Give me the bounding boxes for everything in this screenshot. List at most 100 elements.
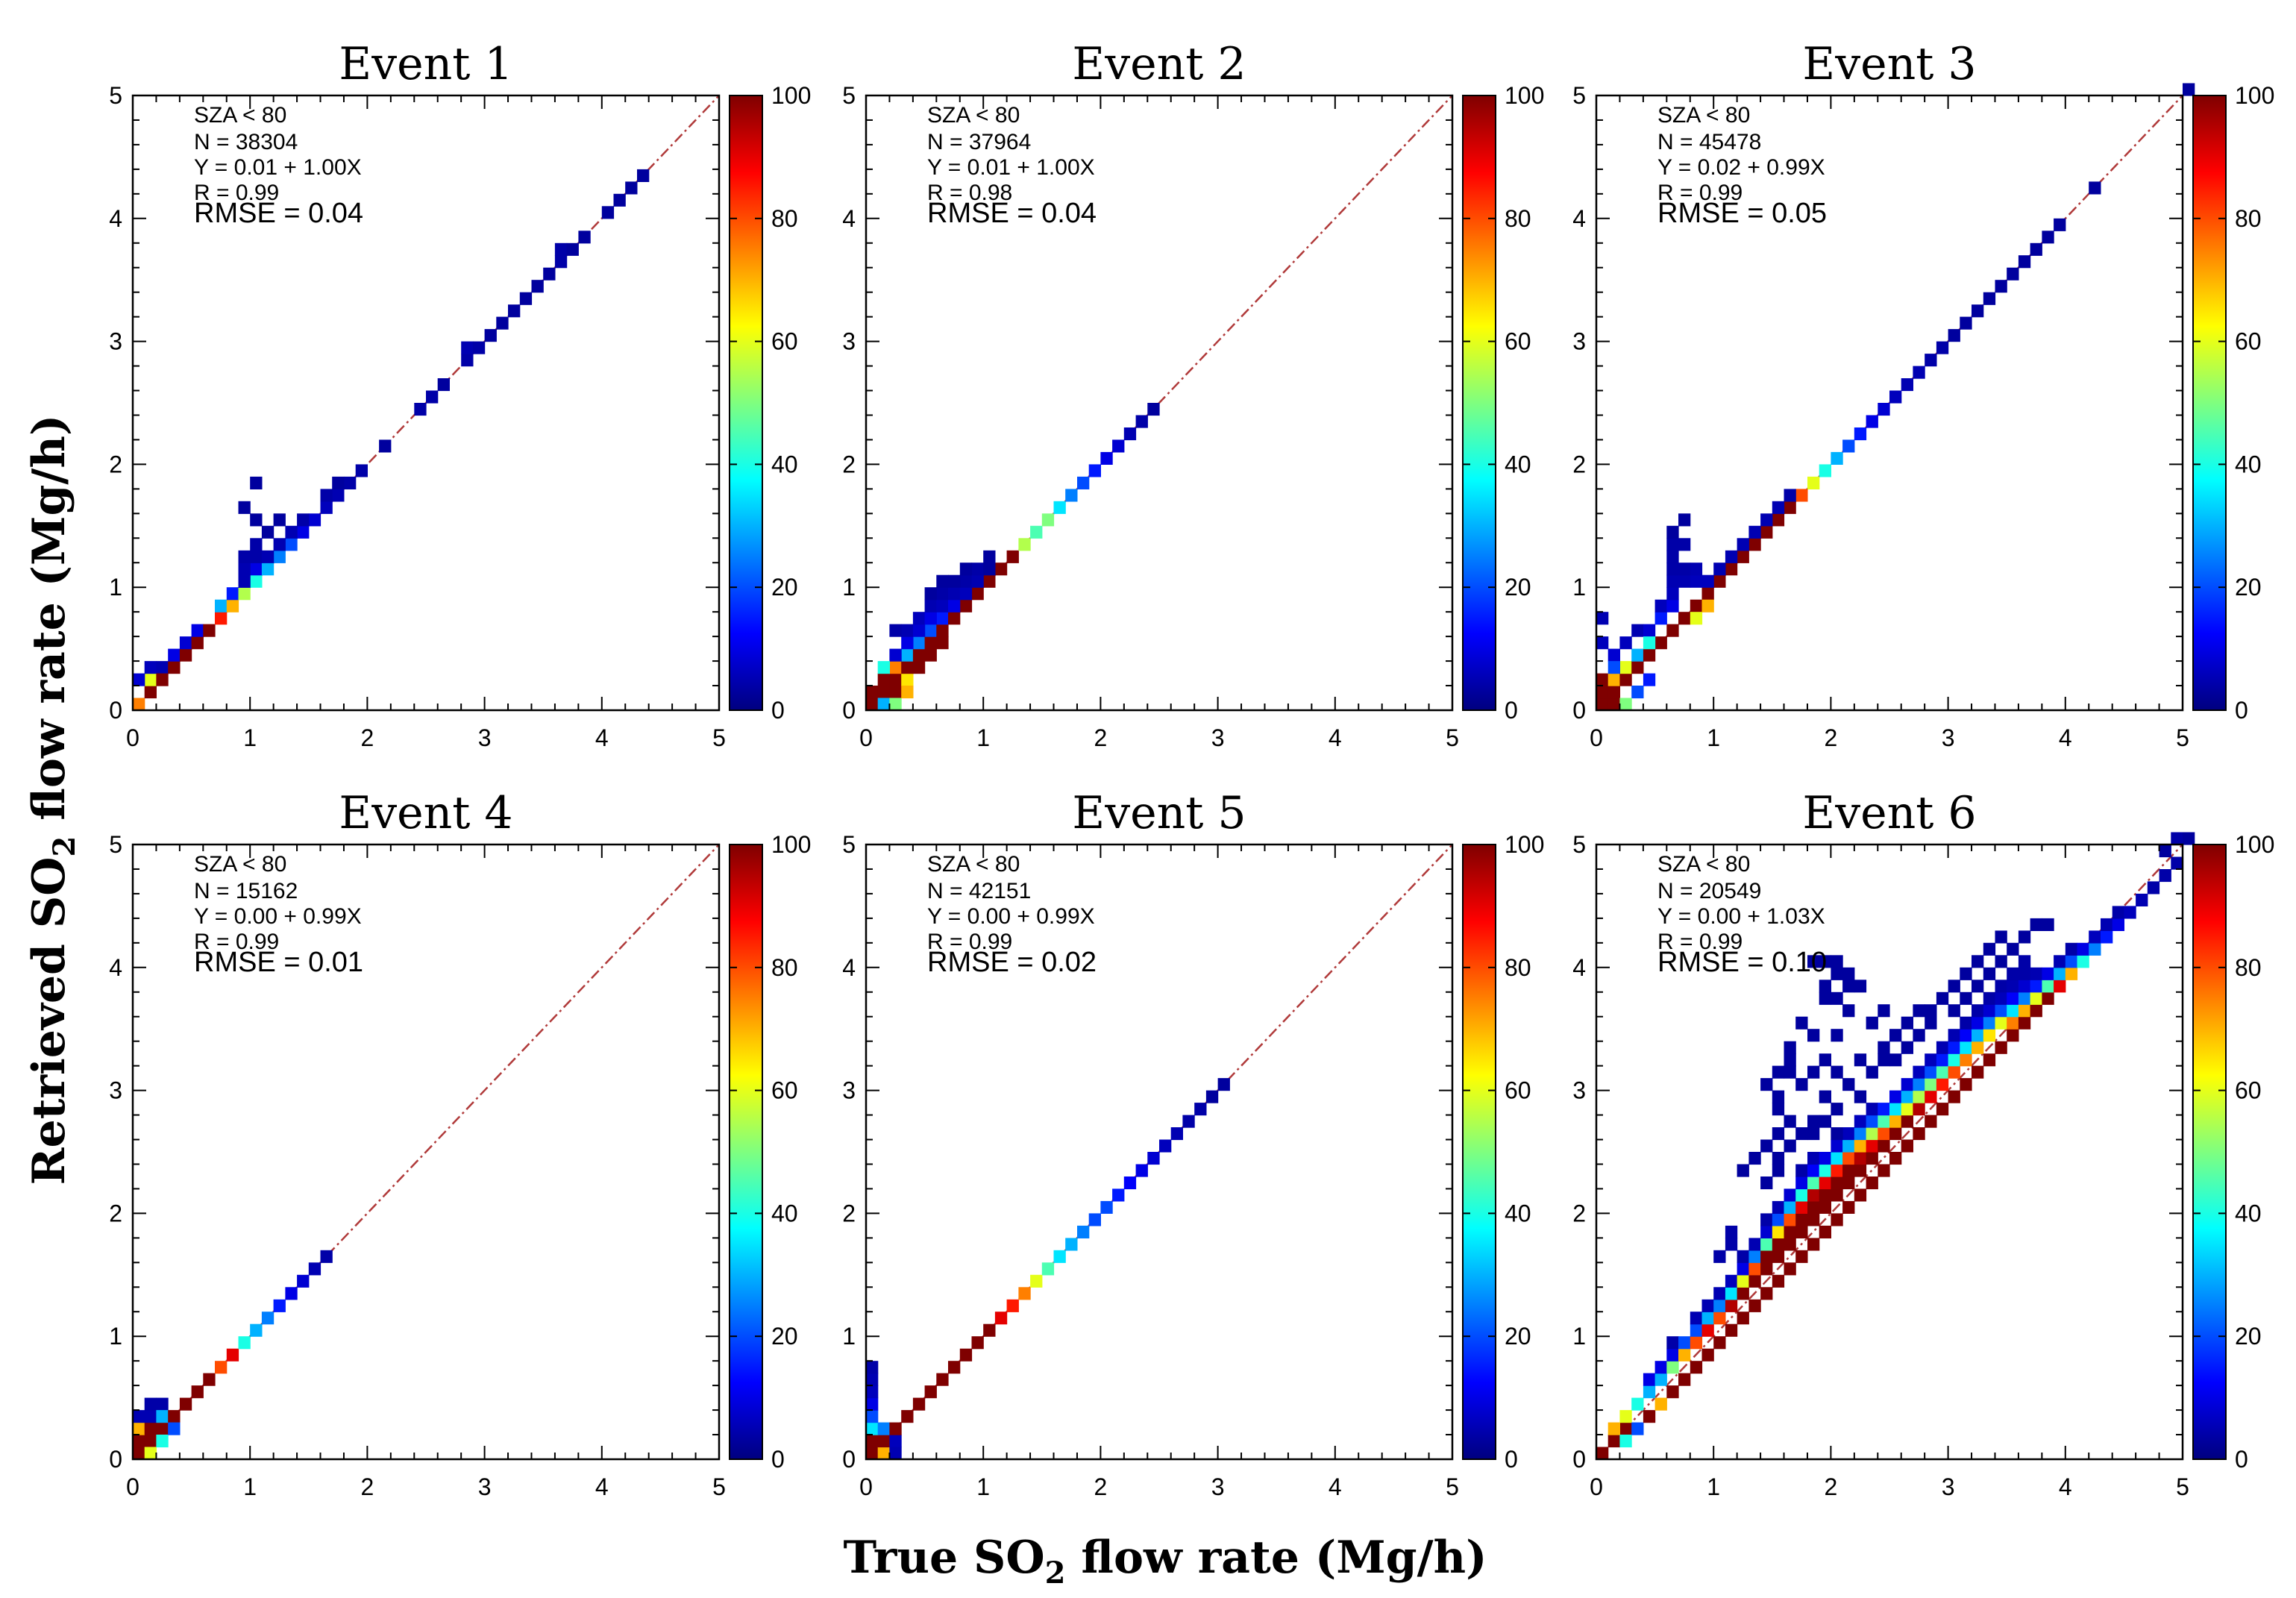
heatmap-cell: [889, 686, 902, 699]
heatmap-cell: [1854, 1115, 1867, 1128]
heatmap-cell: [601, 206, 615, 219]
heatmap-cell: [379, 439, 392, 453]
heatmap-cell: [971, 1336, 984, 1350]
heatmap-cell: [1784, 1139, 1796, 1153]
heatmap-cell: [959, 587, 973, 601]
heatmap-cell: [519, 292, 533, 305]
x-tick-label: 1: [243, 1473, 257, 1500]
heatmap-cell: [1713, 1287, 1726, 1300]
heatmap-cell: [889, 661, 902, 674]
heatmap-cell: [250, 538, 263, 551]
heatmap-cell: [1701, 587, 1714, 601]
heatmap-cell: [613, 193, 626, 207]
heatmap-cell: [1772, 501, 1785, 514]
heatmap-cell: [1018, 538, 1031, 551]
heatmap-cell: [866, 1373, 879, 1386]
heatmap-cell: [1995, 991, 2007, 1005]
y-axis-label-sub: 2: [47, 836, 82, 857]
heatmap-cell: [1596, 612, 1609, 625]
heatmap-cell: [1960, 991, 1972, 1005]
heatmap-cell: [2054, 967, 2066, 980]
heatmap-cell: [1690, 1312, 1703, 1325]
heatmap-cell: [250, 513, 263, 527]
heatmap-cell: [1889, 1029, 1902, 1042]
heatmap-cell: [1807, 476, 1820, 489]
heatmap-cell: [156, 661, 169, 674]
heatmap-cell: [1619, 698, 1632, 711]
heatmap-cell: [1960, 316, 1972, 330]
heatmap-cell: [1831, 1188, 1843, 1202]
heatmap-cell: [1972, 1016, 1984, 1030]
heatmap-cell: [1925, 1016, 1937, 1030]
heatmap-cell: [1913, 1078, 1925, 1091]
heatmap-cell: [1842, 1200, 1855, 1214]
x-tick-label: 0: [126, 1473, 139, 1500]
heatmap-cell: [1889, 1053, 1902, 1067]
colorbar-tick-label: 80: [2235, 954, 2262, 981]
heatmap-cell: [1807, 1200, 1820, 1214]
heatmap-cell: [1831, 1176, 1843, 1190]
heatmap-cell: [889, 648, 902, 662]
y-tick-label: 1: [1572, 574, 1586, 601]
colorbar-tick-label: 100: [771, 831, 811, 858]
heatmap-cell: [1960, 967, 1972, 980]
heatmap-cell: [1983, 1053, 1996, 1067]
heatmap-cell: [1643, 636, 1656, 650]
heatmap-cell: [1631, 624, 1644, 637]
heatmap-cell: [1913, 1004, 1925, 1018]
heatmap-cell: [1643, 1410, 1656, 1423]
heatmap-cell: [936, 574, 949, 588]
plot-frame: [865, 94, 1454, 712]
heatmap-cell: [215, 612, 228, 625]
heatmap-cell: [877, 1422, 890, 1435]
stats-fit: Y = 0.02 + 0.99X: [1657, 155, 1825, 180]
x-tick-label: 5: [2176, 724, 2189, 751]
heatmap-cell: [1901, 1115, 1913, 1128]
heatmap-cell: [2089, 930, 2101, 944]
heatmap-cell: [1795, 1225, 1808, 1238]
heatmap-cell: [1936, 1053, 1949, 1067]
heatmap-cell: [1135, 415, 1148, 428]
heatmap-cell: [1760, 1213, 1773, 1226]
heatmap-cell: [1077, 1225, 1090, 1238]
heatmap-cell: [1948, 1004, 1960, 1018]
heatmap-cell: [261, 525, 275, 539]
heatmap-cell: [1737, 1262, 1749, 1276]
heatmap-cell: [1713, 1336, 1726, 1350]
heatmap-cell: [179, 648, 192, 662]
heatmap-cell: [1678, 563, 1691, 576]
heatmap-cell: [1784, 1188, 1796, 1202]
heatmap-cell: [2136, 893, 2148, 906]
heatmap-cell: [2159, 845, 2171, 858]
heatmap-cell: [1006, 1299, 1019, 1312]
heatmap-cell: [1854, 1090, 1867, 1103]
heatmap-cell: [1819, 991, 1831, 1005]
stats-r: R = 0.98: [927, 181, 1012, 205]
heatmap-cell: [889, 624, 902, 637]
heatmap-cell: [1819, 464, 1831, 477]
heatmap-cell: [133, 698, 145, 711]
heatmap-cell: [1701, 574, 1714, 588]
heatmap-cell: [1678, 1336, 1691, 1350]
heatmap-cell: [1725, 1299, 1738, 1312]
y-tick-label: 4: [1572, 205, 1586, 232]
colorbar-tick-label: 20: [1505, 1323, 1531, 1350]
heatmap-cell: [297, 525, 310, 539]
heatmap-cell: [1713, 563, 1726, 576]
heatmap-cell: [1972, 304, 1984, 318]
heatmap-cell: [1690, 1336, 1703, 1350]
heatmap-cell: [1631, 686, 1644, 699]
heatmap-cell: [1748, 525, 1761, 539]
stats-rmse: RMSE = 0.10: [1657, 947, 1827, 978]
heatmap-cell: [1866, 1127, 1878, 1141]
heatmap-cell: [924, 1385, 937, 1399]
heatmap-cell: [1831, 1213, 1843, 1226]
heatmap-cell: [1983, 942, 1996, 956]
heatmap-cell: [484, 329, 497, 342]
heatmap-cell: [1725, 1225, 1738, 1238]
heatmap-cell: [1842, 1004, 1855, 1018]
heatmap-cell: [1725, 563, 1738, 576]
heatmap-cell: [133, 1447, 145, 1460]
heatmap-cell: [901, 648, 914, 662]
